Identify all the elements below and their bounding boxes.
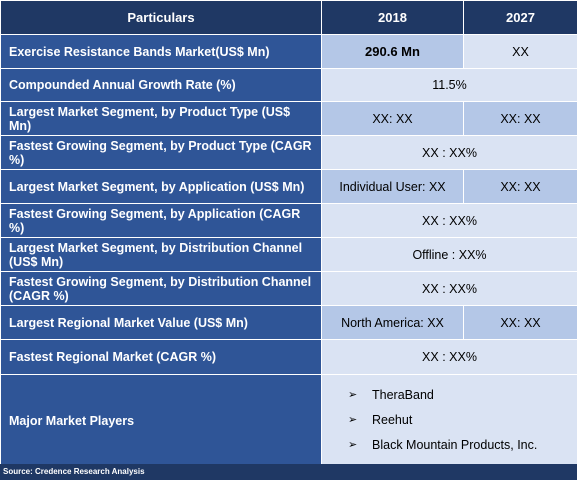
value-2018-largest-regional: North America: XX: [321, 305, 464, 340]
row-label-largest-product-type: Largest Market Segment, by Product Type …: [0, 101, 322, 136]
value-2027-largest-regional: XX: XX: [463, 305, 577, 340]
row-label-fastest-regional: Fastest Regional Market (CAGR %): [0, 339, 322, 375]
value-2018-largest-product-type: XX: XX: [321, 101, 464, 136]
row-label-fastest-product-type: Fastest Growing Segment, by Product Type…: [0, 135, 322, 170]
arrow-bullet-icon: ➢: [348, 389, 358, 401]
market-summary-table: Particulars 2018 2027 Exercise Resistanc…: [0, 0, 577, 467]
header-2027: 2027: [463, 0, 577, 35]
value-major-players: ➢ TheraBand ➢ Reehut ➢ Black Mountain Produ…: [321, 374, 577, 467]
row-label-market-size: Exercise Resistance Bands Market(US$ Mn): [0, 34, 322, 69]
table-row: Fastest Growing Segment, by Product Type…: [0, 135, 577, 170]
table-row: Largest Market Segment, by Product Type …: [0, 101, 577, 136]
table-row: Largest Market Segment, by Application (…: [0, 169, 577, 204]
list-item: ➢ Black Mountain Products, Inc.: [348, 433, 571, 458]
value-2018-largest-application: Individual User: XX: [321, 169, 464, 204]
table-row: Compounded Annual Growth Rate (%) 11.5%: [0, 68, 577, 102]
value-largest-distribution: Offline : XX%: [321, 237, 577, 272]
value-cagr: 11.5%: [321, 68, 577, 102]
row-label-largest-application: Largest Market Segment, by Application (…: [0, 169, 322, 204]
row-label-fastest-application: Fastest Growing Segment, by Application …: [0, 203, 322, 238]
players-list: ➢ TheraBand ➢ Reehut ➢ Black Mountain Produ…: [328, 383, 571, 458]
header-2018: 2018: [321, 0, 464, 35]
value-2027-largest-application: XX: XX: [463, 169, 577, 204]
row-label-major-players: Major Market Players: [0, 374, 322, 467]
table-row: Major Market Players ➢ TheraBand ➢ Reehut …: [0, 374, 577, 467]
source-note: Source: Credence Research Analysis: [0, 464, 577, 480]
player-name: Black Mountain Products, Inc.: [372, 438, 538, 452]
row-label-largest-distribution: Largest Market Segment, by Distribution …: [0, 237, 322, 272]
list-item: ➢ TheraBand: [348, 383, 571, 408]
value-fastest-product-type: XX : XX%: [321, 135, 577, 170]
table-row: Fastest Regional Market (CAGR %) XX : XX…: [0, 339, 577, 375]
table-row: Fastest Growing Segment, by Application …: [0, 203, 577, 238]
value-2027-largest-product-type: XX: XX: [463, 101, 577, 136]
value-2027-market-size: XX: [463, 34, 577, 69]
row-label-cagr: Compounded Annual Growth Rate (%): [0, 68, 322, 102]
table-row: Largest Market Segment, by Distribution …: [0, 237, 577, 272]
player-name: Reehut: [372, 413, 413, 427]
table-header-row: Particulars 2018 2027: [0, 0, 577, 35]
arrow-bullet-icon: ➢: [348, 439, 358, 451]
table-row: Largest Regional Market Value (US$ Mn) N…: [0, 305, 577, 340]
player-name: TheraBand: [372, 388, 434, 402]
table-row: Exercise Resistance Bands Market(US$ Mn)…: [0, 34, 577, 69]
arrow-bullet-icon: ➢: [348, 414, 358, 426]
value-fastest-distribution: XX : XX%: [321, 271, 577, 306]
value-fastest-application: XX : XX%: [321, 203, 577, 238]
row-label-fastest-distribution: Fastest Growing Segment, by Distribution…: [0, 271, 322, 306]
list-item: ➢ Reehut: [348, 408, 571, 433]
value-2018-market-size: 290.6 Mn: [321, 34, 464, 69]
row-label-largest-regional: Largest Regional Market Value (US$ Mn): [0, 305, 322, 340]
value-fastest-regional: XX : XX%: [321, 339, 577, 375]
header-particulars: Particulars: [0, 0, 322, 35]
table-row: Fastest Growing Segment, by Distribution…: [0, 271, 577, 306]
